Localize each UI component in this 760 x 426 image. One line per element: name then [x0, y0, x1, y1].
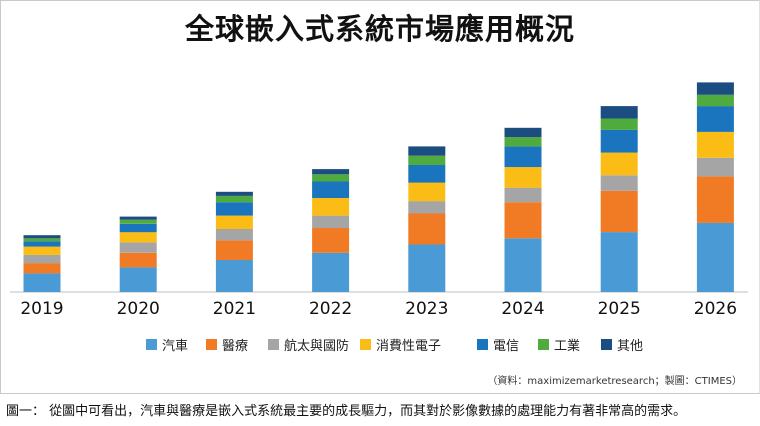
- x-tick-label: 2020: [117, 299, 160, 319]
- bar-segment: [600, 106, 638, 119]
- bar-segment: [408, 155, 446, 165]
- bar-segment: [215, 229, 253, 241]
- bar-segment: [600, 232, 638, 292]
- legend-swatch: [146, 339, 157, 350]
- bar-segment: [504, 146, 542, 168]
- bar-segment: [312, 169, 350, 175]
- bar-segment: [312, 252, 350, 292]
- bar-segment: [119, 267, 157, 292]
- chart-title: 全球嵌入式系統市場應用概況: [184, 12, 575, 46]
- stacked-bar-chart: 2019 2020 2021 2022 2023 2024 2025 2026 汽車 醫療 航太與國…: [10, 82, 748, 354]
- bar-segment: [696, 132, 734, 158]
- bar-segment: [504, 137, 542, 147]
- bar-segment: [312, 198, 350, 216]
- bar-segment: [696, 106, 734, 132]
- bar-segment: [23, 254, 61, 264]
- bar-segment: [504, 167, 542, 188]
- bar-segment: [696, 176, 734, 223]
- bar-segment: [312, 181, 350, 198]
- x-tick-label: 2023: [405, 299, 448, 319]
- bar-segment: [215, 202, 253, 216]
- legend-label: 醫療: [222, 339, 248, 354]
- bar-segment: [600, 152, 638, 176]
- legend-label: 汽車: [162, 339, 188, 354]
- figure-caption: 圖一： 從圖中可看出，汽車與醫療是嵌入式系統最主要的成長驅力，而其對於影像數據的…: [6, 404, 687, 419]
- bar-segment: [215, 196, 253, 203]
- x-tick-label: 2021: [213, 299, 256, 319]
- bar-segment: [23, 238, 61, 242]
- legend-label: 其他: [617, 339, 643, 354]
- bar-segment: [504, 187, 542, 203]
- legend-label: 電信: [493, 339, 519, 354]
- bar-segment: [23, 235, 61, 239]
- bar-segment: [504, 127, 542, 138]
- legend-swatch: [360, 339, 371, 350]
- bar-segment: [23, 273, 61, 292]
- bar-segment: [119, 223, 157, 233]
- legend-swatch: [206, 339, 217, 350]
- bar-segment: [696, 94, 734, 107]
- bar-segment: [215, 240, 253, 260]
- bar-segment: [408, 146, 446, 156]
- bar-segment: [696, 82, 734, 95]
- bar-segment: [119, 242, 157, 253]
- bar-segment: [312, 228, 350, 253]
- bar-segment: [119, 219, 157, 224]
- bar-segment: [408, 213, 446, 245]
- x-tick-label: 2026: [694, 299, 737, 319]
- x-tick-label: 2025: [598, 299, 641, 319]
- bar-segment: [312, 174, 350, 182]
- bar-segment: [504, 202, 542, 239]
- bar-segment: [408, 244, 446, 292]
- legend-swatch: [538, 339, 549, 350]
- bar-segment: [504, 238, 542, 292]
- bar-segment: [119, 232, 157, 243]
- bar-segment: [408, 182, 446, 202]
- bar-segment: [408, 165, 446, 183]
- bar-segment: [119, 216, 157, 220]
- bar-segment: [119, 252, 157, 268]
- bar-segment: [23, 263, 61, 274]
- x-tick-label: 2024: [501, 299, 544, 319]
- bar-segment: [312, 215, 350, 228]
- bar-segment: [215, 215, 253, 229]
- bar-segment: [23, 241, 61, 247]
- bar-segment: [23, 246, 61, 255]
- bar-segment: [215, 260, 253, 292]
- bar-segment: [696, 222, 734, 292]
- bar-segment: [600, 118, 638, 130]
- bar-segment: [408, 201, 446, 214]
- legend-label: 工業: [554, 338, 580, 354]
- legend-swatch: [477, 339, 488, 350]
- bar-segment: [215, 191, 253, 196]
- legend-swatch: [601, 339, 612, 350]
- legend-swatch: [268, 339, 279, 350]
- bar-segment: [696, 157, 734, 177]
- x-tick-label: 2019: [20, 299, 63, 319]
- legend-label: 消費性電子: [376, 339, 441, 354]
- x-tick-label: 2022: [309, 299, 352, 319]
- bar-segment: [600, 190, 638, 233]
- source-note: （資料：maximizemarketresearch；製圖：CTIMES）: [487, 376, 742, 387]
- bar-segment: [600, 175, 638, 191]
- bar-segment: [600, 129, 638, 153]
- legend-label: 航太與國防: [284, 338, 349, 354]
